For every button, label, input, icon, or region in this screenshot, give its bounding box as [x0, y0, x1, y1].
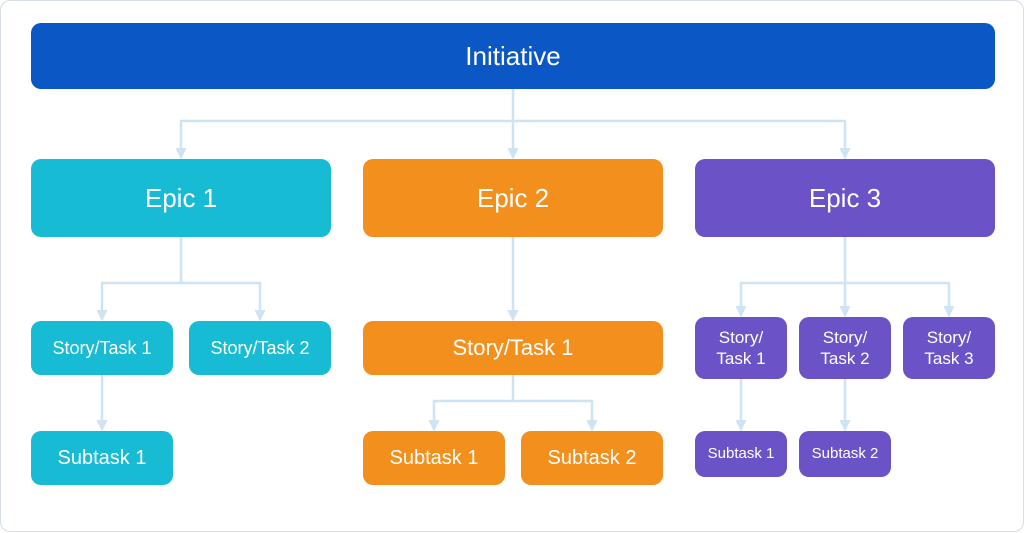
node-label: Subtask 2 — [548, 446, 637, 471]
node-label: Epic 1 — [145, 182, 217, 215]
node-label: Subtask 1 — [390, 446, 479, 471]
node-e1-story-1: Story/Task 1 — [31, 321, 173, 375]
node-label: Story/Task 2 — [210, 337, 309, 360]
node-e3-subtask-1: Subtask 1 — [695, 431, 787, 477]
node-e2-story-1: Story/Task 1 — [363, 321, 663, 375]
node-e3-subtask-2: Subtask 2 — [799, 431, 891, 477]
diagram-frame: { "diagram": { "type": "tree", "canvas":… — [0, 0, 1024, 532]
node-label: Epic 3 — [809, 182, 881, 215]
node-e3-story-2: Story/Task 2 — [799, 317, 891, 379]
node-label: Story/Task 1 — [452, 334, 573, 362]
node-label: Subtask 1 — [58, 446, 147, 471]
node-e1-subtask-1: Subtask 1 — [31, 431, 173, 485]
node-label: Story/Task 3 — [924, 327, 973, 370]
node-label: Initiative — [465, 40, 560, 73]
node-label: Subtask 2 — [812, 445, 879, 464]
node-initiative: Initiative — [31, 23, 995, 89]
node-e2-subtask-2: Subtask 2 — [521, 431, 663, 485]
node-e3-story-3: Story/Task 3 — [903, 317, 995, 379]
node-e3-story-1: Story/Task 1 — [695, 317, 787, 379]
node-e2-subtask-1: Subtask 1 — [363, 431, 505, 485]
node-epic-3: Epic 3 — [695, 159, 995, 237]
node-label: Story/Task 2 — [820, 327, 869, 370]
node-label: Subtask 1 — [708, 445, 775, 464]
node-label: Epic 2 — [477, 182, 549, 215]
node-label: Story/Task 1 — [52, 337, 151, 360]
node-epic-2: Epic 2 — [363, 159, 663, 237]
node-e1-story-2: Story/Task 2 — [189, 321, 331, 375]
node-label: Story/Task 1 — [716, 327, 765, 370]
node-epic-1: Epic 1 — [31, 159, 331, 237]
